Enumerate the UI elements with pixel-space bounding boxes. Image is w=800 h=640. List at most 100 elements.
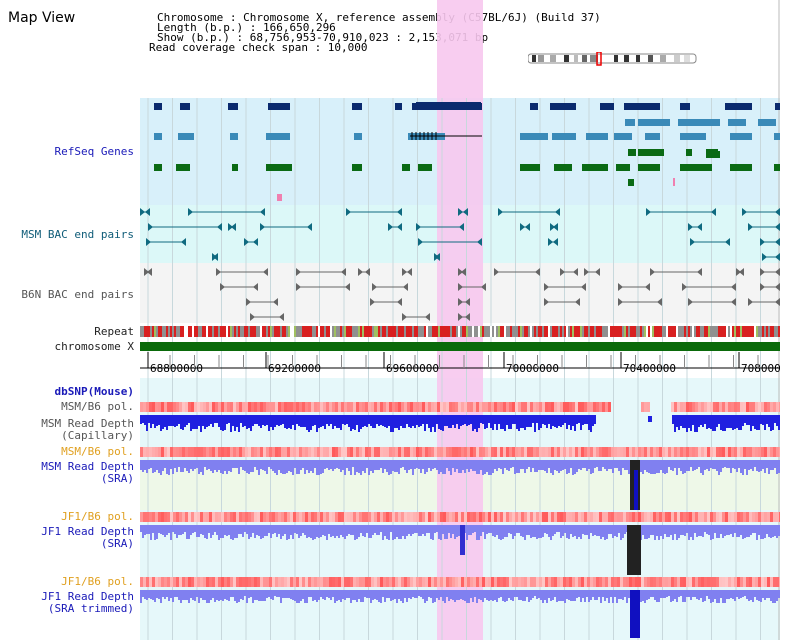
jf1-depth-sra-bar (320, 525, 322, 537)
track-label-msm-b6-pol-capillary[interactable]: MSM/B6 pol. (61, 400, 134, 413)
msm-depth-sra-bar (586, 460, 588, 471)
jf1-depth-sra-bar (546, 525, 548, 534)
jf1-depth-sra-bar (178, 525, 180, 535)
msm-depth-sra-bar (764, 460, 766, 473)
msm-depth-sra-bar (396, 460, 398, 472)
track-label-refseq-genes[interactable]: RefSeq Genes (54, 145, 134, 158)
msm-b6-pol-capillary-cell (218, 402, 221, 412)
jf1-depth-trimmed-bar (274, 590, 276, 596)
jf1-b6-pol-sra-cell (761, 512, 764, 522)
jf1-depth-sra-bar (468, 525, 470, 535)
jf1-depth-sra-bar (328, 525, 330, 534)
jf1-b6-pol-trimmed-cell (146, 577, 149, 587)
jf1-depth-trimmed-bar (514, 590, 516, 597)
msm-depth-capillary-bar (236, 415, 238, 427)
jf1-depth-sra-bar (344, 525, 346, 539)
msm-depth-sra-bar (470, 460, 472, 469)
chromosome-ideogram[interactable] (528, 52, 698, 66)
repeat-element (696, 326, 698, 337)
jf1-depth-sra-bar (496, 525, 498, 535)
msm-depth-capillary-bar (706, 415, 708, 429)
msm-b6-pol-capillary-cell (452, 402, 455, 412)
msm-depth-sra-bar (354, 460, 356, 475)
msm-b6-pol-capillary-cell (206, 402, 209, 412)
msm-depth-capillary-bar (352, 415, 354, 429)
jf1-b6-pol-sra-cell (692, 512, 695, 522)
msm-depth-sra-bar (542, 460, 544, 470)
jf1-depth-trimmed-bar (440, 590, 442, 597)
msm-b6-pol-sra-cell (764, 447, 767, 457)
b6n-bac-pair-end (279, 313, 284, 321)
track-label-msm-depth-capillary[interactable]: MSM Read Depth (41, 417, 134, 430)
jf1-depth-sra-bar (548, 525, 550, 537)
jf1-b6-pol-trimmed-cell (314, 577, 317, 587)
jf1-depth-sra-bar (386, 525, 388, 539)
msm-b6-pol-capillary-cell (758, 402, 761, 412)
msm-b6-pol-capillary-cell (512, 402, 515, 412)
repeat-element (450, 326, 452, 337)
jf1-depth-trimmed-bar (284, 590, 286, 598)
track-label-jf1-depth-sra[interactable]: JF1 Read Depth (41, 525, 134, 538)
msm-depth-sra-bar (280, 460, 282, 473)
repeat-element (376, 326, 378, 337)
jf1-depth-trimmed-bar (384, 590, 386, 602)
repeat-element (208, 326, 210, 337)
jf1-depth-sra-bar (508, 525, 510, 533)
msm-b6-pol-capillary-cell (605, 402, 608, 412)
msm-depth-sra-bar (546, 460, 548, 473)
msm-depth-sra-bar (264, 460, 266, 471)
track-label-repeat[interactable]: Repeat (94, 325, 134, 338)
refseq-gene (758, 119, 776, 126)
msm-b6-pol-sra-cell (200, 447, 203, 457)
msm-b6-pol-capillary-cell (524, 402, 527, 412)
msm-depth-sra-bar (526, 460, 528, 469)
msm-depth-sra-bar (276, 460, 278, 475)
jf1-b6-pol-trimmed-cell (620, 577, 623, 587)
track-label-dbsnp[interactable]: dbSNP(Mouse) (54, 385, 134, 398)
msm-b6-pol-capillary-cell (209, 402, 212, 412)
msm-depth-sra-bar (224, 460, 226, 471)
msm-b6-pol-capillary-cell (602, 402, 605, 412)
jf1-depth-sra-bar (610, 525, 612, 534)
genome-tracks-canvas[interactable]: 68800000 69200000 69600000 70000000 70400000… (140, 0, 780, 640)
msm-b6-pol-sra-cell (680, 447, 683, 457)
msm-b6-pol-capillary-cell (695, 402, 698, 412)
msm-depth-capillary-bar (506, 415, 508, 425)
track-label-jf1-depth-trimmed[interactable]: JF1 Read Depth (41, 590, 134, 603)
track-label-jf1-b6-pol-a[interactable]: JF1/B6 pol. (61, 510, 134, 523)
b6n-bac-pair-end (465, 313, 470, 321)
jf1-depth-sra-bar (608, 525, 610, 534)
jf1-depth-sra-bar (250, 525, 252, 537)
msm-depth-sra-bar (272, 460, 274, 471)
msm-depth-capillary-bar (270, 415, 272, 427)
msm-depth-capillary-bar (704, 415, 706, 424)
msm-b6-pol-capillary-cell (374, 402, 377, 412)
msm-bac-pair-end (260, 208, 265, 216)
track-label-chromosome[interactable]: chromosome X (54, 340, 134, 353)
jf1-b6-pol-sra-cell (374, 512, 377, 522)
track-label-msm-bac[interactable]: MSM BAC end pairs (21, 228, 134, 241)
jf1-depth-sra-bar (566, 525, 568, 538)
msm-depth-sra-bar (736, 460, 738, 472)
msm-bac-pair-end (435, 253, 440, 261)
jf1-depth-sra-bar (234, 525, 236, 538)
genome-browser-view[interactable]: 68800000 69200000 69600000 70000000 70400000… (140, 0, 780, 640)
refseq-gene (418, 164, 432, 171)
msm-depth-sra-bar (778, 460, 780, 473)
jf1-depth-sra-bar (526, 525, 528, 535)
jf1-b6-pol-trimmed-cell (170, 577, 173, 587)
msm-bac-pair-end (346, 208, 351, 216)
repeat-element (336, 326, 338, 337)
msm-depth-sra-bar (450, 460, 452, 475)
track-label-msm-depth-sra[interactable]: MSM Read Depth (41, 460, 134, 473)
jf1-b6-pol-trimmed-cell (548, 577, 551, 587)
track-label-msm-b6-pol-sra[interactable]: MSM/B6 pol. (61, 445, 134, 458)
repeat-element (742, 326, 744, 337)
track-label-b6n-bac[interactable]: B6N BAC end pairs (21, 288, 134, 301)
repeat-element (298, 326, 300, 337)
msm-depth-sra-bar (506, 460, 508, 470)
track-label-jf1-b6-pol-b[interactable]: JF1/B6 pol. (61, 575, 134, 588)
msm-depth-sra-bar (534, 460, 536, 472)
jf1-b6-pol-sra-cell (494, 512, 497, 522)
msm-depth-capillary-bar (778, 415, 780, 430)
